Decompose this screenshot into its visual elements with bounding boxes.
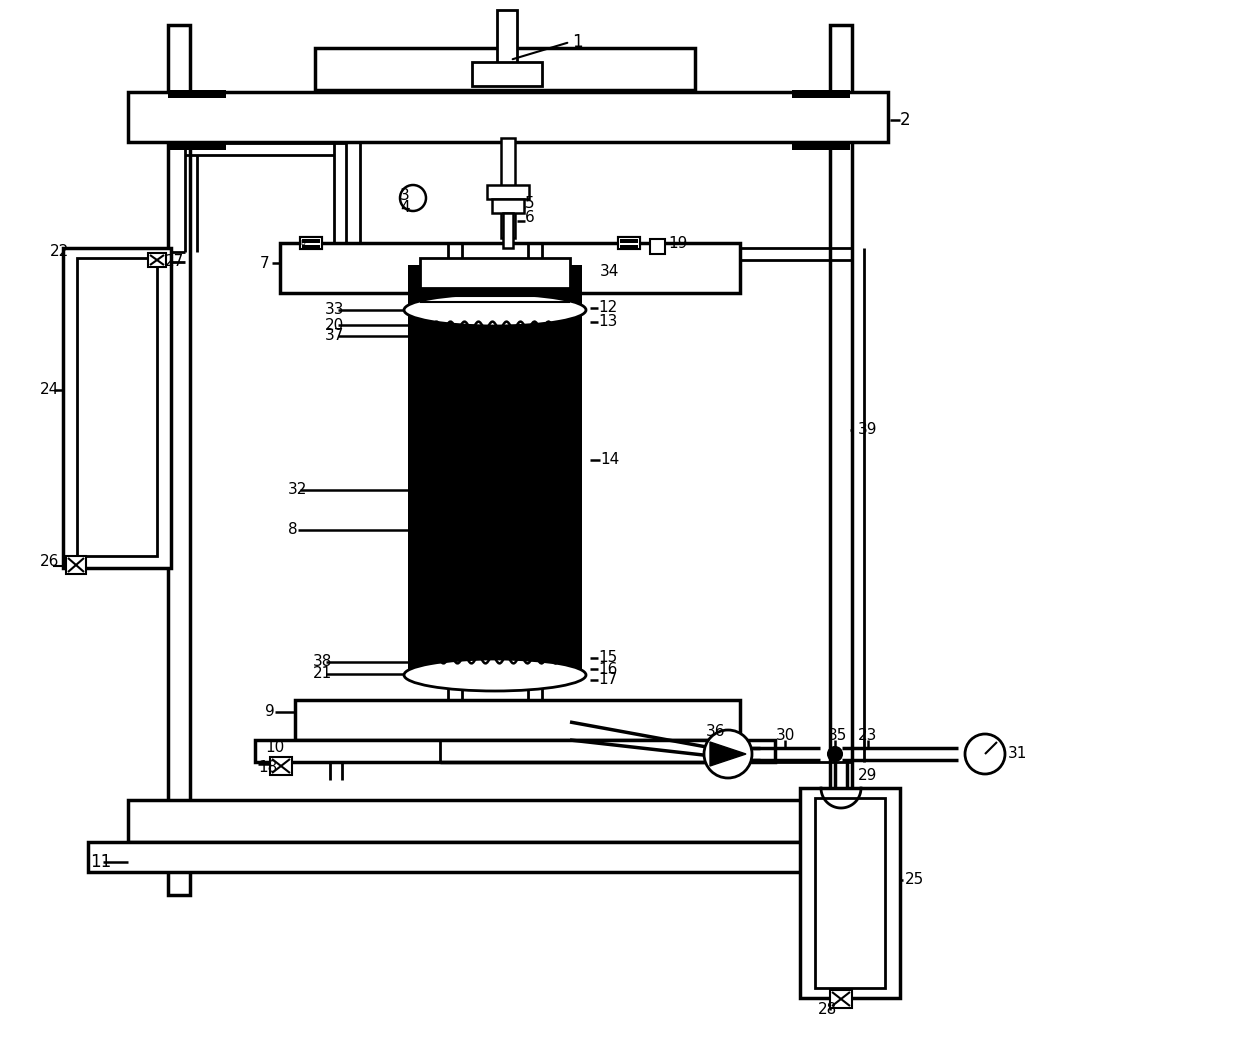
Bar [148,253,166,267]
Bar [167,142,226,150]
Bar [620,245,639,250]
Bar [487,185,529,199]
Bar [472,62,542,86]
Bar [408,265,582,300]
Text: 5: 5 [525,196,534,212]
Text: 9: 9 [265,705,275,719]
Text: 21: 21 [312,666,332,682]
Bar [280,243,740,293]
Text: 31: 31 [1008,746,1028,761]
Polygon shape [711,742,746,766]
Bar [300,237,322,250]
Bar [77,258,157,556]
Text: 10: 10 [265,740,284,756]
Circle shape [401,185,427,211]
Text: 35: 35 [828,728,847,742]
Bar [270,757,291,775]
Bar [303,245,320,250]
Text: 20: 20 [325,317,345,332]
Bar [620,239,639,243]
Bar [830,25,852,895]
Bar [128,92,888,142]
Circle shape [965,734,1004,774]
Text: 19: 19 [668,236,687,251]
Circle shape [828,748,842,761]
Text: 7: 7 [260,256,269,270]
Bar [88,843,863,872]
Text: 23: 23 [858,728,878,742]
Bar [255,740,775,762]
Bar [815,798,885,988]
Text: 36: 36 [706,725,725,739]
Text: 14: 14 [600,452,619,468]
Text: 3: 3 [401,189,409,204]
Bar [501,138,515,238]
Bar [792,90,849,98]
Bar [295,699,740,740]
Bar [420,258,570,288]
Bar [503,213,513,248]
Bar [618,237,640,250]
Bar [300,237,322,250]
Bar [167,25,190,895]
Text: 24: 24 [40,382,60,398]
Text: 29: 29 [858,767,878,783]
Text: 12: 12 [598,301,618,315]
Text: 26: 26 [40,554,60,569]
Text: 11: 11 [91,853,112,871]
Text: 4: 4 [401,199,409,214]
Bar [492,199,525,213]
Circle shape [704,730,751,778]
Bar [66,556,86,574]
Text: 15: 15 [598,650,618,665]
Text: B: B [300,240,305,246]
Bar [497,10,517,65]
Text: 37: 37 [325,329,345,343]
Bar [830,990,852,1009]
Bar [63,248,171,568]
Text: 2: 2 [900,111,910,129]
Text: 32: 32 [288,482,308,498]
Text: 27: 27 [165,255,185,269]
Text: 6: 6 [525,211,534,226]
Bar [650,239,665,254]
Bar [315,48,694,90]
Text: 17: 17 [598,672,618,688]
Bar [303,239,320,243]
Bar [408,300,582,675]
Bar [300,237,322,250]
Bar [128,800,823,843]
Bar [792,142,849,150]
Text: 38: 38 [312,655,332,669]
Text: 16: 16 [598,662,618,677]
Text: 34: 34 [600,264,619,280]
Text: 13: 13 [598,314,618,330]
Text: 1: 1 [572,33,583,51]
Text: 39: 39 [858,423,878,437]
Bar [618,237,640,250]
Ellipse shape [404,294,587,326]
Bar [167,90,226,98]
Bar [618,237,640,250]
Bar [800,788,900,998]
Text: 18: 18 [258,760,278,776]
Text: 28: 28 [818,1002,837,1018]
Text: 25: 25 [905,873,924,887]
Text: 33: 33 [325,303,345,317]
Text: 8: 8 [288,522,298,538]
Text: 22: 22 [50,244,69,260]
Ellipse shape [404,659,587,691]
Text: 30: 30 [776,728,795,742]
